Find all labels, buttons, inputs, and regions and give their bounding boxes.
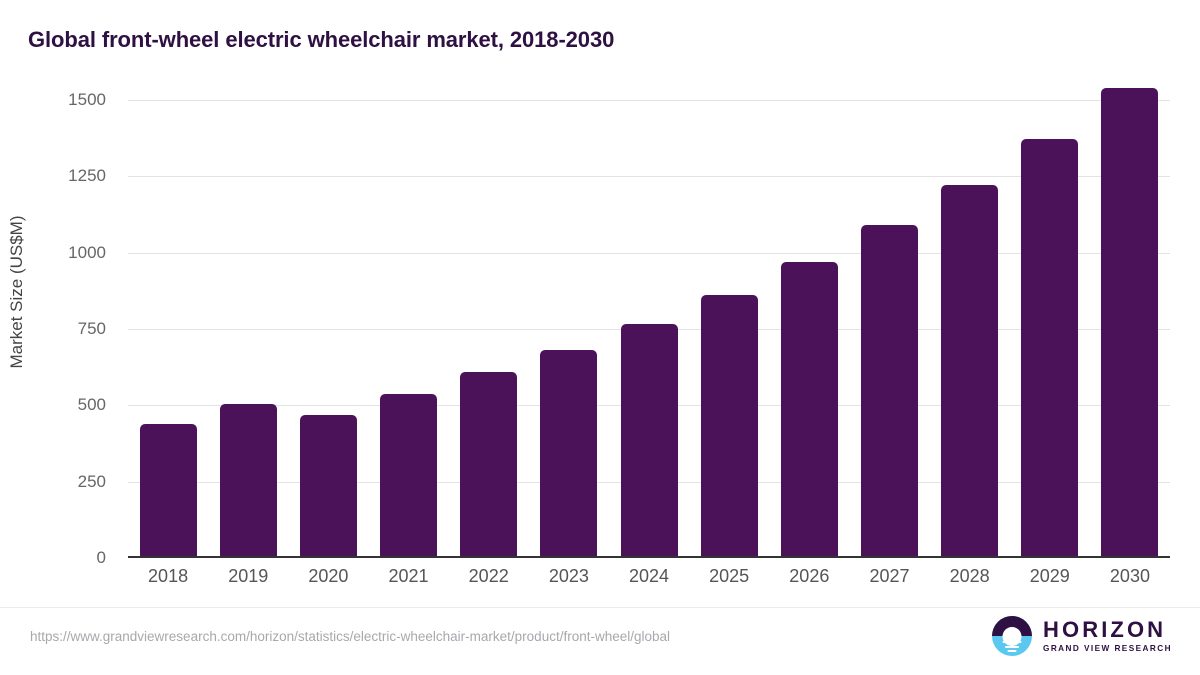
bar-slot <box>849 100 929 558</box>
x-tick-slot: 2025 <box>689 566 769 587</box>
x-tick-2026: 2026 <box>789 566 830 586</box>
bar-slot <box>208 100 288 558</box>
y-axis-tick-labels: 0 250 500 750 1000 1250 1500 <box>0 90 118 567</box>
x-tick-2023: 2023 <box>548 566 589 586</box>
gridline-1250 <box>128 176 1170 178</box>
gridline-1500 <box>128 100 1170 101</box>
x-tick-2029: 2029 <box>1029 566 1070 586</box>
bar-2027[interactable] <box>860 225 918 558</box>
logo-ray-3 <box>1007 650 1017 653</box>
y-tick-1500: 1500 <box>68 90 106 109</box>
bar-2030[interactable] <box>1101 88 1159 558</box>
bar-2023[interactable] <box>540 350 598 558</box>
y-tick-750: 750 <box>77 319 106 338</box>
brand-name: HORIZON <box>1043 616 1167 642</box>
bar-slot <box>288 100 368 558</box>
x-tick-2020: 2020 <box>308 566 349 586</box>
bar-slot <box>689 100 769 558</box>
x-tick-slot: 2018 <box>128 566 208 587</box>
bar-2021[interactable] <box>380 394 438 558</box>
bar-2028[interactable] <box>941 184 999 558</box>
bar-slot <box>609 100 689 558</box>
bar-2022[interactable] <box>460 372 518 558</box>
brand-tagline: GRAND VIEW RESEARCH <box>1043 643 1172 653</box>
bar-slot <box>930 100 1010 558</box>
bar-slot <box>1090 88 1170 558</box>
y-tick-0: 0 <box>96 548 106 567</box>
x-tick-slot: 2030 <box>1090 566 1170 587</box>
x-tick-2027: 2027 <box>869 566 910 586</box>
x-tick-slot: 2021 <box>368 566 448 587</box>
bar-2019[interactable] <box>219 403 277 558</box>
brand-logo: HORIZON GRAND VIEW RESEARCH <box>992 616 1172 656</box>
logo-ray-1 <box>1002 641 1022 644</box>
x-tick-slot: 2019 <box>208 566 288 587</box>
x-tick-2019: 2019 <box>228 566 269 586</box>
bar-slot <box>449 100 529 558</box>
x-tick-slot: 2020 <box>288 566 368 587</box>
brand-wordmark: HORIZON GRAND VIEW RESEARCH <box>1043 616 1172 653</box>
x-tick-slot: 2026 <box>769 566 849 587</box>
bar-series <box>128 88 1170 558</box>
x-tick-2018: 2018 <box>148 566 189 586</box>
x-tick-2030: 2030 <box>1109 566 1150 586</box>
bar-slot <box>769 100 849 558</box>
horizon-sunrise-icon <box>992 616 1032 656</box>
page-title: Global front-wheel electric wheelchair m… <box>28 27 615 52</box>
bar-slot <box>1010 100 1090 558</box>
x-axis-tick-labels: 2018 2019 2020 2021 2022 2023 2024 2025 2026 2027… <box>128 566 1170 587</box>
x-tick-2028: 2028 <box>949 566 990 586</box>
x-axis-line <box>128 556 1170 558</box>
y-tick-500: 500 <box>77 395 106 415</box>
bar-slot <box>529 100 609 558</box>
x-tick-2022: 2022 <box>468 566 509 586</box>
footer-divider <box>0 607 1200 608</box>
logo-ray-2 <box>1005 645 1019 648</box>
x-tick-2021: 2021 <box>388 566 429 586</box>
gridline-1000 <box>128 252 1170 254</box>
x-tick-2025: 2025 <box>709 566 750 586</box>
x-tick-slot: 2022 <box>449 566 529 587</box>
bar-slot <box>128 100 208 558</box>
bar-2029[interactable] <box>1021 139 1079 558</box>
bar-2025[interactable] <box>700 295 758 558</box>
y-tick-250: 250 <box>77 471 106 491</box>
bar-2026[interactable] <box>780 262 838 558</box>
source-url-text[interactable]: https://www.grandviewresearch.com/horizo… <box>30 629 671 644</box>
x-tick-slot: 2027 <box>849 566 929 587</box>
x-tick-slot: 2028 <box>930 566 1010 587</box>
x-tick-slot: 2024 <box>609 566 689 587</box>
plot-area <box>128 88 1170 558</box>
x-tick-slot: 2029 <box>1010 566 1090 587</box>
logo-sun-shape <box>1002 627 1022 647</box>
x-tick-slot: 2023 <box>529 566 609 587</box>
bar-2020[interactable] <box>299 414 357 558</box>
y-tick-1000: 1000 <box>68 242 106 262</box>
bar-2024[interactable] <box>620 324 678 558</box>
bar-2018[interactable] <box>139 423 197 558</box>
y-tick-1250: 1250 <box>68 166 106 186</box>
bar-slot <box>368 100 448 558</box>
x-tick-2024: 2024 <box>628 566 670 586</box>
logo-top-half <box>992 616 1032 636</box>
